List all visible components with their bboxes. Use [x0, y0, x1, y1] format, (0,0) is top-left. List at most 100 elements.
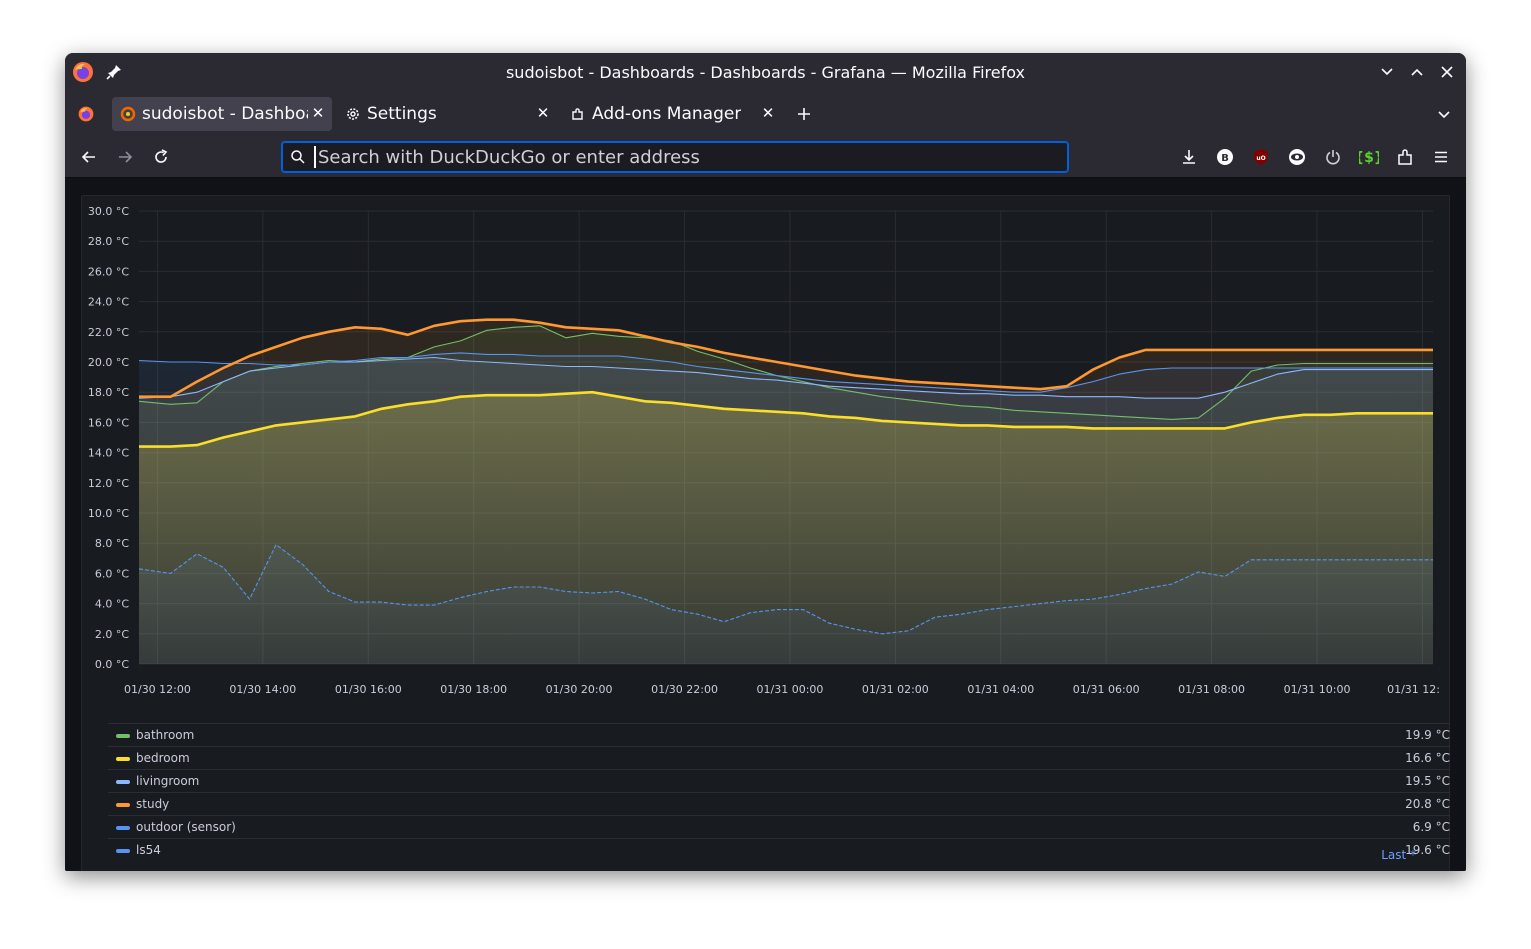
y-tick-label: 8.0 °C: [95, 537, 129, 550]
grafana-icon: [120, 106, 136, 122]
tab-label: Settings: [367, 104, 437, 124]
legend-value: 6.9 °C: [1412, 820, 1450, 834]
x-tick-label: 01/30 22:00: [651, 683, 718, 696]
back-icon[interactable]: [79, 147, 99, 167]
legend-name: outdoor (sensor): [136, 820, 236, 834]
gear-icon: [347, 108, 359, 120]
browser-window: sudoisbot - Dashboards - Dashboards - Gr…: [65, 53, 1466, 871]
bitwarden-icon[interactable]: B: [1215, 147, 1235, 167]
tab-addons-manager[interactable]: Add-ons Manager ✕: [562, 97, 782, 131]
puzzle-icon: [572, 108, 583, 120]
x-tick-label: 01/31 00:00: [757, 683, 824, 696]
reload-icon[interactable]: [151, 147, 171, 167]
legend-value: 19.6 °C: [1405, 843, 1450, 857]
legend-swatch: [116, 849, 130, 853]
x-tick-label: 01/30 20:00: [546, 683, 613, 696]
close-tab-icon[interactable]: ✕: [311, 104, 325, 122]
tab-grafana[interactable]: sudoisbot - Dashboards - Dashboards - Gr…: [112, 97, 332, 131]
legend-swatch: [116, 780, 130, 784]
y-tick-label: 4.0 °C: [95, 598, 129, 611]
power-icon[interactable]: [1323, 147, 1343, 167]
y-tick-label: 24.0 °C: [88, 296, 129, 309]
window-title: sudoisbot - Dashboards - Dashboards - Gr…: [505, 63, 1026, 82]
forward-icon[interactable]: [115, 147, 135, 167]
y-tick-label: 6.0 °C: [95, 567, 129, 580]
legend-name: bathroom: [136, 728, 195, 742]
new-tab-icon[interactable]: [795, 105, 813, 123]
extensions-icon[interactable]: [1395, 147, 1415, 167]
legend-name: livingroom: [136, 774, 200, 788]
legend-swatch: [116, 826, 130, 830]
legend-swatch: [116, 757, 130, 761]
y-tick-label: 30.0 °C: [88, 205, 129, 218]
legend-value: 20.8 °C: [1405, 797, 1450, 811]
firefox-view-icon[interactable]: [77, 105, 95, 123]
x-tick-label: 01/31 04:00: [967, 683, 1034, 696]
y-tick-label: 0.0 °C: [95, 658, 129, 671]
tab-label: Add-ons Manager: [592, 104, 742, 124]
legend-value: 19.5 °C: [1405, 774, 1450, 788]
series-line-outdoor-sensor-: [138, 544, 1433, 635]
y-tick-label: 18.0 °C: [88, 386, 129, 399]
menu-icon[interactable]: [1431, 147, 1451, 167]
x-tick-label: 01/30 12:00: [124, 683, 191, 696]
list-tabs-icon[interactable]: [1435, 105, 1453, 123]
x-tick-label: 01/31 10:00: [1284, 683, 1351, 696]
y-tick-label: 10.0 °C: [88, 507, 129, 520]
series-line-study: [139, 318, 1433, 398]
tab-settings[interactable]: Settings ✕: [337, 97, 557, 131]
script-icon[interactable]: {$}: [1359, 147, 1379, 167]
legend-swatch: [116, 734, 130, 738]
y-tick-label: 26.0 °C: [88, 265, 129, 278]
y-tick-label: 16.0 °C: [88, 416, 129, 429]
legend-item-study[interactable]: study 20.8 °C: [108, 792, 1450, 815]
url-bar[interactable]: [281, 141, 1069, 173]
x-tick-label: 01/30 18:00: [440, 683, 507, 696]
ublock-icon[interactable]: uO: [1251, 147, 1271, 167]
grafana-panel: 30.0 °C 28.0 °C 26.0 °C 24.0 °C 22.0 °C 20.0 …: [81, 195, 1450, 871]
svg-text:{$}: {$}: [1359, 150, 1379, 166]
close-tab-icon[interactable]: ✕: [761, 104, 775, 122]
y-tick-label: 22.0 °C: [88, 326, 129, 339]
x-tick-label: 01/30 14:00: [229, 683, 296, 696]
legend-item-bedroom[interactable]: bedroom 16.6 °C: [108, 746, 1450, 769]
legend-item-outdoor[interactable]: outdoor (sensor) 6.9 °C: [108, 815, 1450, 838]
svg-text:B: B: [1221, 153, 1229, 164]
temperature-chart[interactable]: 30.0 °C 28.0 °C 26.0 °C 24.0 °C 22.0 °C 20.0 …: [82, 196, 1449, 696]
x-tick-label: 01/31 08:00: [1178, 683, 1245, 696]
series-line-livingroom: [138, 356, 1433, 399]
download-icon[interactable]: [1179, 147, 1199, 167]
tab-label: sudoisbot - Dashboards - Dashboards - Gr…: [142, 104, 308, 124]
legend-item-ls54[interactable]: ls54 19.6 °C: [108, 838, 1450, 861]
close-window-icon[interactable]: [1437, 62, 1457, 82]
legend-header-last[interactable]: Last *: [1381, 848, 1416, 862]
legend-name: study: [136, 797, 170, 811]
legend-swatch: [116, 803, 130, 807]
y-tick-label: 12.0 °C: [88, 477, 129, 490]
series-area-study: [139, 319, 1433, 664]
x-tick-label: 01/31 12:: [1387, 683, 1440, 696]
tab-strip: sudoisbot - Dashboards - Dashboards - Gr…: [65, 91, 1466, 137]
privacy-badger-icon[interactable]: [1287, 147, 1307, 167]
x-tick-label: 01/30 16:00: [335, 683, 402, 696]
url-input[interactable]: [314, 146, 1058, 168]
legend-value: 19.9 °C: [1405, 728, 1450, 742]
nav-bar: B uO {$}: [65, 137, 1466, 178]
legend-item-livingroom[interactable]: livingroom 19.5 °C: [108, 769, 1450, 792]
minimize-icon[interactable]: [1377, 62, 1397, 82]
maximize-icon[interactable]: [1407, 62, 1427, 82]
title-bar: sudoisbot - Dashboards - Dashboards - Gr…: [65, 53, 1466, 91]
firefox-icon: [73, 62, 93, 82]
svg-text:uO: uO: [1256, 155, 1265, 162]
legend-item-bathroom[interactable]: bathroom 19.9 °C: [108, 723, 1450, 746]
page-content: 30.0 °C 28.0 °C 26.0 °C 24.0 °C 22.0 °C 20.0 …: [65, 178, 1466, 871]
y-tick-label: 28.0 °C: [88, 235, 129, 248]
close-tab-icon[interactable]: ✕: [536, 104, 550, 122]
legend-name: bedroom: [136, 751, 190, 765]
search-icon: [291, 150, 305, 164]
series-line-ls54: [138, 352, 1433, 393]
pin-icon[interactable]: [103, 61, 125, 83]
x-tick-label: 01/31 06:00: [1073, 683, 1140, 696]
legend-value: 16.6 °C: [1405, 751, 1450, 765]
y-tick-label: 14.0 °C: [88, 447, 129, 460]
